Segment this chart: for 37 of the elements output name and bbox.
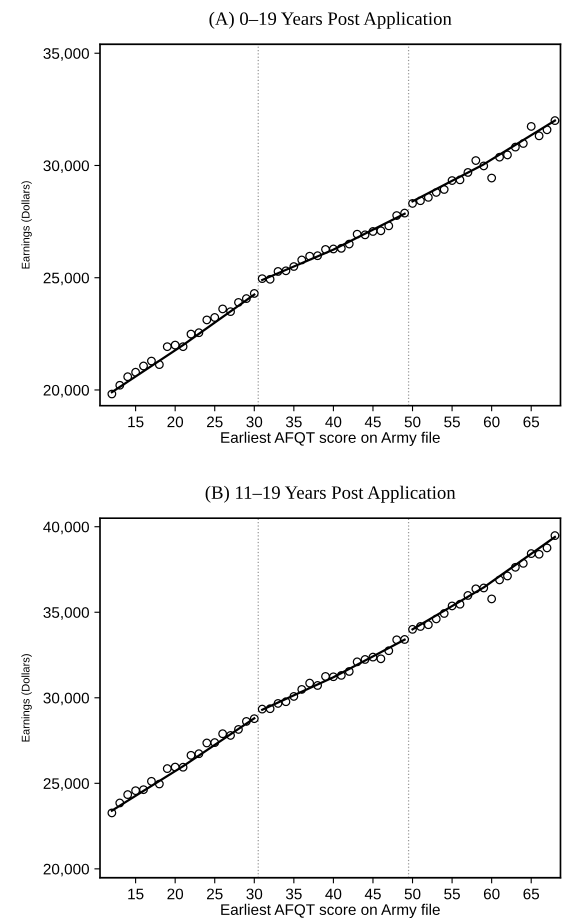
x-tick-label: 40 [325,888,342,900]
x-tick-label: 55 [444,888,460,900]
chart-title: (A) 0–19 Years Post Application [209,12,452,29]
x-tick-label: 55 [444,416,460,428]
x-tick-label: 35 [286,888,302,900]
x-tick-label: 15 [128,416,144,428]
x-tick-label: 45 [364,416,381,428]
chart-title: (B) 11–19 Years Post Application [206,486,456,503]
x-tick-label: 15 [128,888,144,900]
y-tick-label: 40,000 [43,522,89,534]
x-tick-label: 60 [484,888,500,900]
x-tick-label: 65 [523,416,540,428]
x-tick-label: 25 [207,888,223,900]
x-tick-label: 30 [246,416,262,428]
x-tick-label: 35 [286,416,302,428]
x-tick-label: 20 [167,416,184,428]
y-tick-label: 30,000 [43,692,89,706]
x-axis-title: Earliest AFQT score on Army file [221,432,440,446]
x-tick-label: 45 [364,888,381,900]
y-tick-label: 30,000 [43,160,89,173]
y-tick-label: 25,000 [44,272,89,286]
y-axis-title: Earnings (Dollars) [21,654,32,742]
x-tick-label: 25 [207,416,223,428]
x-tick-label: 40 [325,416,342,428]
x-tick-label: 65 [523,888,540,900]
y-tick-label: 20,000 [44,384,89,398]
x-tick-label: 30 [246,888,262,900]
x-tick-label: 60 [484,416,500,428]
y-tick-label: 25,000 [44,778,89,791]
x-tick-label: 50 [404,888,420,900]
y-tick-label: 35,000 [43,48,89,61]
x-axis-title: Earliest AFQT score on Army file [221,904,440,918]
y-tick-label: 35,000 [43,607,89,620]
x-tick-label: 50 [404,416,420,428]
x-tick-label: 20 [167,888,184,900]
y-axis-title: Earnings (Dollars) [21,181,32,269]
y-tick-label: 20,000 [44,864,89,876]
